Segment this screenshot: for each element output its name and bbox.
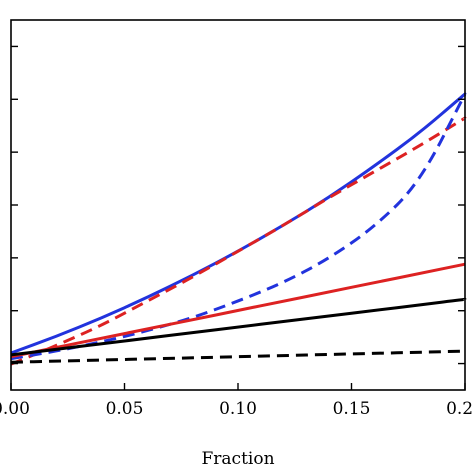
x-tick-labels: 0.00 0.05 0.10 0.15 0.20 — [0, 399, 474, 419]
series-line-2 — [10, 116, 467, 366]
series-line-4 — [10, 262, 466, 359]
series-line-5 — [10, 297, 467, 357]
axis-ticks — [10, 45, 466, 390]
series-line-1 — [10, 92, 467, 355]
x-tick-label: 0.10 — [219, 399, 257, 419]
x-axis-title: Fraction — [201, 449, 274, 469]
plot-lines — [10, 92, 467, 366]
x-tick-label: 0.15 — [333, 399, 371, 419]
series-line-6 — [10, 349, 466, 364]
series-line-3 — [10, 93, 467, 361]
x-tick-label: 0.00 — [0, 399, 30, 419]
x-tick-label: 0.05 — [106, 399, 144, 419]
x-tick-label: 0.20 — [446, 399, 474, 419]
